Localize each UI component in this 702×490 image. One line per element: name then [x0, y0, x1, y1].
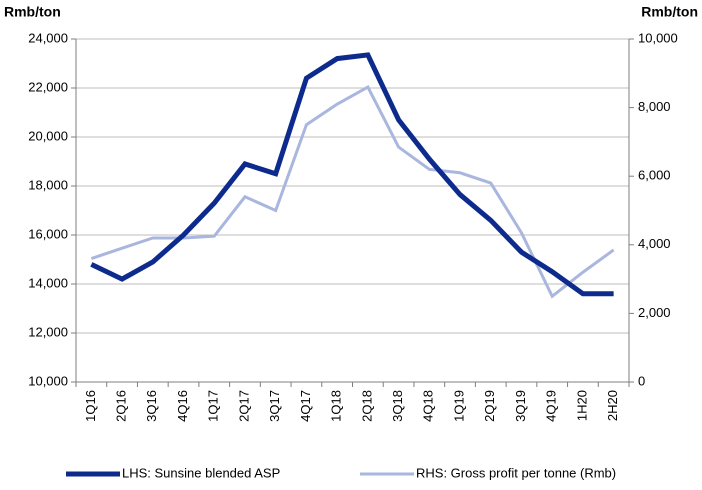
y-tick-label: 24,000 — [28, 30, 68, 45]
x-tick-label: 4Q16 — [175, 390, 190, 422]
x-tick-label: 1Q16 — [83, 390, 98, 422]
x-tick-label: 4Q19 — [544, 390, 559, 422]
y2-tick-label: 6,000 — [638, 168, 671, 183]
y-tick-label: 14,000 — [28, 275, 68, 290]
y-tick-label: 10,000 — [28, 373, 68, 388]
x-tick-label: 1Q17 — [206, 390, 221, 422]
y2-tick-label: 2,000 — [638, 305, 671, 320]
y-tick-label: 12,000 — [28, 324, 68, 339]
x-tick-label: 4Q17 — [298, 390, 313, 422]
x-tick-label: 3Q19 — [513, 390, 528, 422]
x-tick-label: 1Q18 — [329, 390, 344, 422]
legend-label: LHS: Sunsine blended ASP — [122, 465, 280, 480]
series-line — [90, 52, 614, 297]
y2-tick-label: 8,000 — [638, 99, 671, 114]
y-axis-unit: Rmb/ton — [4, 4, 61, 20]
x-tick-label: 1Q19 — [451, 390, 466, 422]
x-tick-label: 4Q18 — [421, 390, 436, 422]
y2-tick-label: 4,000 — [638, 236, 671, 251]
legend-label: RHS: Gross profit per tonne (Rmb) — [416, 465, 616, 480]
x-tick-label: 2Q17 — [236, 390, 251, 422]
x-tick-label: 1H20 — [574, 390, 589, 421]
x-tick-label: 2H20 — [605, 390, 620, 421]
series-line — [90, 84, 615, 299]
x-tick-label: 2Q18 — [359, 390, 374, 422]
x-tick-label: 2Q19 — [482, 390, 497, 422]
x-tick-label: 3Q18 — [390, 390, 405, 422]
y-tick-label: 20,000 — [28, 128, 68, 143]
y-tick-label: 18,000 — [28, 177, 68, 192]
x-tick-label: 2Q16 — [114, 390, 129, 422]
y2-tick-label: 10,000 — [638, 30, 678, 45]
y-tick-label: 22,000 — [28, 79, 68, 94]
y2-axis-unit: Rmb/ton — [641, 4, 698, 20]
y-tick-label: 16,000 — [28, 226, 68, 241]
y2-tick-label: 0 — [638, 373, 645, 388]
x-tick-label: 3Q16 — [144, 390, 159, 422]
x-tick-label: 3Q17 — [267, 390, 282, 422]
